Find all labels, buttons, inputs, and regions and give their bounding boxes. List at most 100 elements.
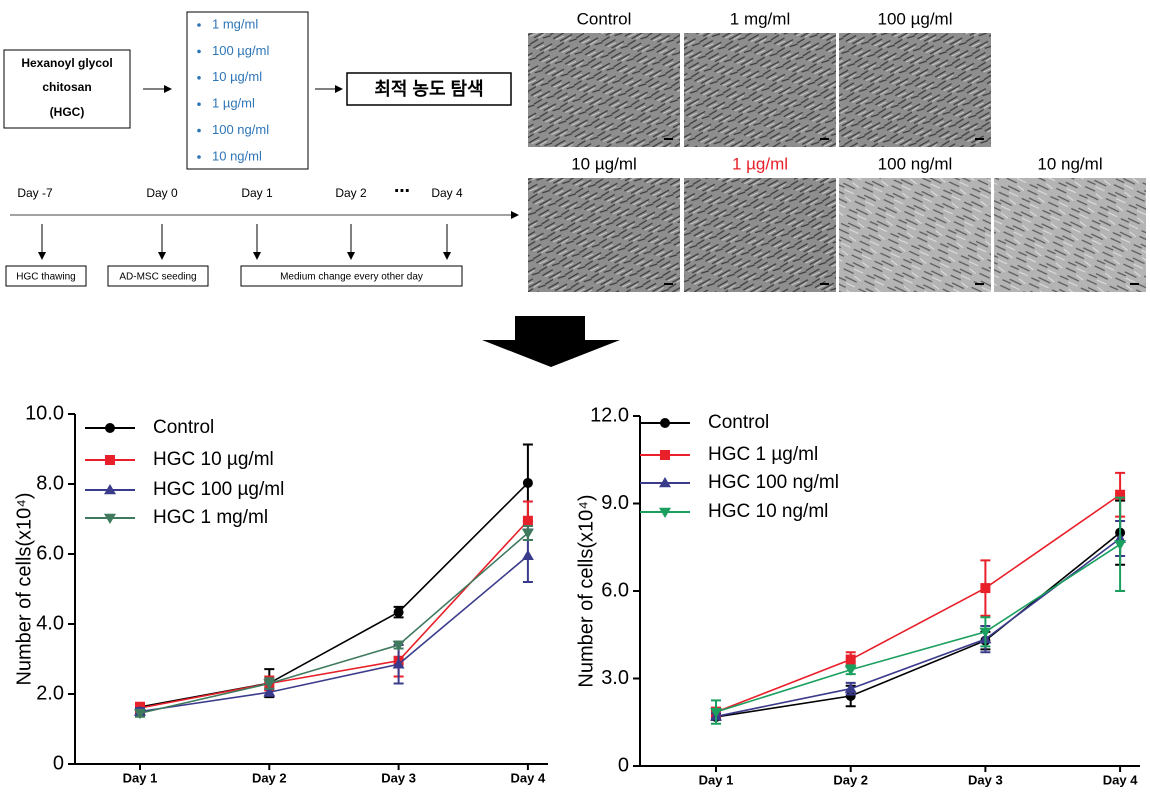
day-label: Day 4 — [431, 186, 463, 200]
micrograph-label: Control — [577, 9, 632, 28]
step-label: AD-MSC seeding — [119, 272, 196, 283]
y-tick-label: 2.0 — [36, 682, 64, 704]
day-label: ⋯ — [394, 183, 410, 200]
legend-marker — [660, 450, 670, 460]
day-label: Day -7 — [17, 186, 53, 200]
series-line — [715, 494, 1121, 713]
marker — [522, 477, 533, 488]
bullet — [197, 128, 201, 133]
scale-bar — [820, 138, 829, 140]
x-tick-label: Day 3 — [381, 770, 416, 785]
micrograph-label: 10 ng/ml — [1037, 154, 1102, 173]
marker — [393, 607, 404, 618]
series-line — [139, 555, 529, 713]
marker — [980, 583, 991, 594]
marker — [521, 549, 534, 560]
series-line — [715, 543, 1121, 713]
legend-label: HGC 1 mg/ml — [153, 507, 268, 528]
hgc-label: Hexanoyl glycol — [21, 56, 112, 70]
day-label: Day 1 — [241, 186, 273, 200]
legend-marker — [105, 455, 115, 465]
concentration: 100 ng/ml — [212, 122, 269, 137]
scale-bar — [664, 138, 673, 140]
x-tick-label: Day 4 — [511, 770, 546, 785]
micrograph — [684, 178, 836, 292]
micrograph — [839, 178, 991, 292]
marker — [392, 658, 405, 669]
y-tick-label: 0 — [618, 754, 629, 776]
legend-marker — [104, 513, 116, 524]
scale-bar — [1130, 283, 1139, 285]
y-axis-label: Number of cells(x10⁴) — [13, 492, 35, 685]
marker — [522, 515, 533, 526]
legend-label: Control — [708, 412, 769, 433]
legend-label: Control — [153, 417, 214, 438]
concentration: 1 µg/ml — [212, 96, 255, 111]
bullet — [197, 155, 201, 159]
x-tick-label: Day 2 — [252, 770, 287, 785]
y-tick-label: 12.0 — [590, 404, 629, 426]
x-tick-label: Day 3 — [968, 772, 1003, 787]
concentration: 10 µg/ml — [212, 69, 262, 84]
y-tick-label: 6.0 — [601, 579, 629, 601]
series-line — [139, 532, 529, 715]
hgc-box — [3, 49, 131, 129]
scale-bar — [975, 283, 984, 285]
marker — [134, 709, 146, 720]
micrograph-label: 1 µg/ml — [732, 154, 788, 173]
marker — [263, 679, 276, 690]
hgc-label: chitosan — [42, 80, 91, 94]
concentration: 100 µg/ml — [212, 43, 269, 58]
marker — [392, 640, 405, 651]
micrograph — [994, 178, 1146, 292]
scale-bar — [820, 283, 829, 285]
x-tick-label: Day 2 — [833, 772, 868, 787]
micrograph — [839, 33, 991, 147]
series-line — [139, 520, 529, 709]
x-tick-label: Day 1 — [123, 770, 158, 785]
legend-marker — [105, 423, 115, 433]
marker — [845, 654, 856, 665]
scale-bar — [664, 283, 673, 285]
legend-marker — [660, 418, 670, 428]
y-axis-label: Number of cells(x10⁴) — [575, 494, 597, 687]
marker — [845, 691, 856, 701]
y-tick-label: 0 — [53, 752, 64, 774]
y-tick-label: 4.0 — [36, 612, 64, 634]
marker — [844, 682, 857, 693]
hgc-label: (HGC) — [50, 105, 85, 119]
marker — [979, 627, 992, 638]
step-label: Medium change every other day — [280, 272, 423, 283]
y-tick-label: 3.0 — [601, 667, 629, 689]
legend-label: HGC 100 µg/ml — [153, 479, 284, 500]
micrograph — [528, 33, 680, 147]
day-label: Day 0 — [146, 186, 178, 200]
marker — [710, 707, 722, 719]
y-tick-label: 10.0 — [25, 402, 64, 424]
micrograph — [528, 178, 680, 292]
legend-marker — [104, 484, 116, 495]
series-line — [715, 532, 1121, 718]
y-tick-label: 8.0 — [36, 472, 64, 494]
result-label: 최적 농도 탐색 — [374, 79, 483, 99]
x-tick-label: Day 1 — [699, 772, 734, 787]
marker — [263, 686, 276, 697]
marker — [521, 528, 534, 539]
bullet — [197, 23, 201, 27]
micrograph-label: 100 µg/ml — [878, 9, 953, 28]
down-arrow — [482, 316, 620, 367]
legend-marker — [659, 507, 671, 518]
marker — [844, 665, 857, 676]
y-tick-label: 6.0 — [36, 542, 64, 564]
legend-label: HGC 100 ng/ml — [708, 472, 839, 493]
bullet — [197, 49, 201, 54]
step-box — [240, 265, 463, 287]
scale-bar — [975, 138, 984, 140]
concentration: 10 ng/ml — [212, 148, 262, 163]
micrograph-label: 1 mg/ml — [730, 9, 790, 28]
legend-label: HGC 1 µg/ml — [708, 444, 818, 465]
concentration: 1 mg/ml — [212, 16, 258, 31]
marker — [1114, 540, 1127, 551]
legend-label: HGC 10 ng/ml — [708, 501, 828, 522]
